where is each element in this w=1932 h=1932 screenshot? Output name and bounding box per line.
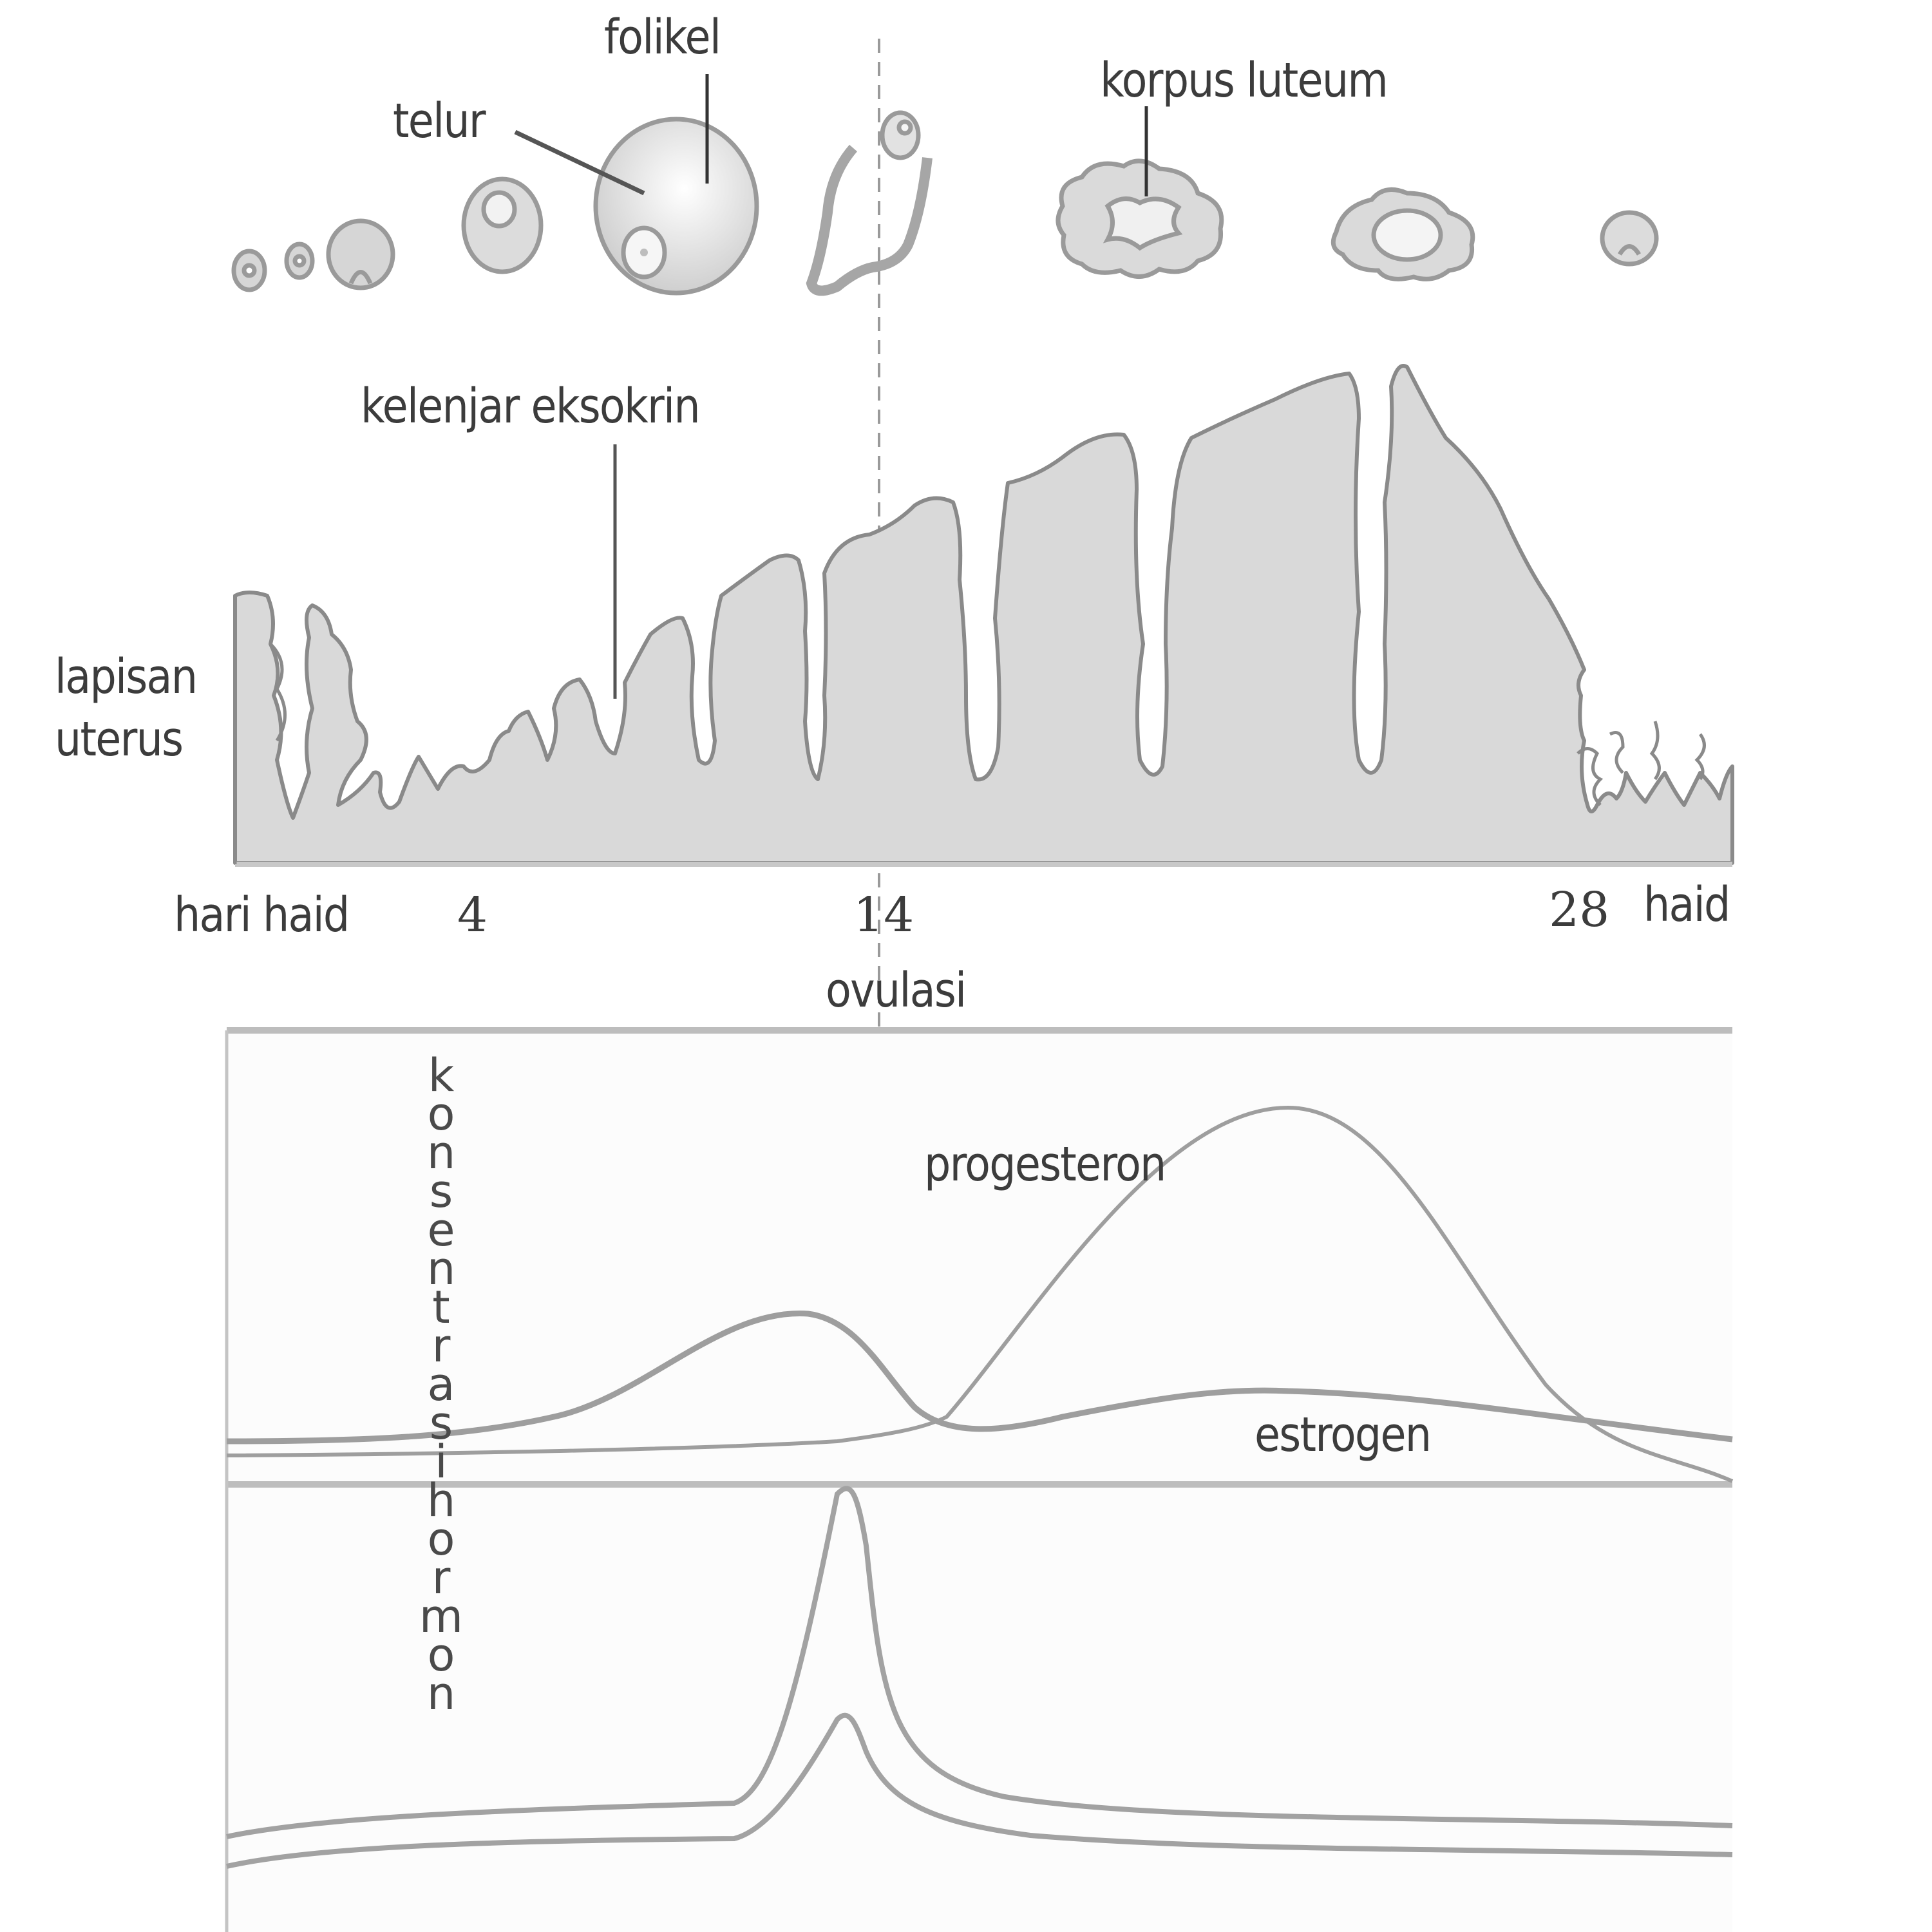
y-axis-letter: i — [435, 1435, 448, 1488]
y-axis-letter: r — [431, 1551, 451, 1604]
y-axis-letter: m — [419, 1590, 464, 1643]
uterus-label: uterus — [55, 712, 184, 767]
hari-haid-label: hari haid — [174, 887, 350, 943]
telur-label: telur — [393, 93, 486, 149]
corpus-albicans — [1600, 210, 1659, 267]
y-axis-letter: e — [427, 1204, 455, 1256]
y-axis-letter: n — [426, 1242, 456, 1295]
y-axis-letter: n — [426, 1667, 456, 1720]
y-axis-letter: o — [427, 1629, 455, 1681]
lapisan-label: lapisan — [55, 649, 198, 705]
tick-28-label: 28 — [1549, 882, 1610, 938]
y-axis-letter: n — [426, 1126, 456, 1179]
estrogen-label: estrogen — [1255, 1407, 1432, 1463]
korpus-luteum-label: korpus luteum — [1100, 53, 1388, 108]
released-egg — [880, 110, 921, 160]
y-axis-letter: s — [429, 1165, 453, 1218]
endometrium-profile — [233, 364, 1734, 865]
uterus-lining — [233, 364, 1734, 867]
ovary-stages — [231, 110, 1659, 296]
tick-14-label: 14 — [853, 887, 914, 943]
folikel-label: folikel — [604, 10, 721, 65]
mature-follicle — [593, 117, 759, 296]
tick-4-label: 4 — [457, 887, 488, 943]
y-axis-letter: o — [427, 1513, 455, 1566]
ruptured-follicle — [806, 144, 933, 296]
y-axis-letter: h — [426, 1474, 456, 1527]
peak-curve-lower — [226, 1712, 1733, 1869]
y-axis-letter: o — [427, 1088, 455, 1141]
primary-follicle — [326, 218, 395, 290]
haid-end-label: haid — [1643, 877, 1730, 933]
kelenjar-eksokrin-label: kelenjar eksokrin — [361, 379, 701, 434]
estrogen-curve — [226, 1311, 1733, 1444]
y-axis-letter: k — [428, 1049, 455, 1102]
peak-curve-upper — [226, 1486, 1733, 1839]
hormone-panels — [225, 1027, 1734, 1932]
y-axis-letter: t — [432, 1281, 450, 1334]
ovulasi-label: ovulasi — [826, 963, 967, 1018]
progesteron-label: progesteron — [924, 1137, 1166, 1192]
telur-leader — [514, 129, 645, 196]
y-axis-letter: r — [431, 1320, 451, 1372]
progesterone-curve — [226, 1105, 1734, 1483]
y-axis-letter: s — [429, 1397, 453, 1450]
y-axis-letter: a — [427, 1358, 455, 1411]
